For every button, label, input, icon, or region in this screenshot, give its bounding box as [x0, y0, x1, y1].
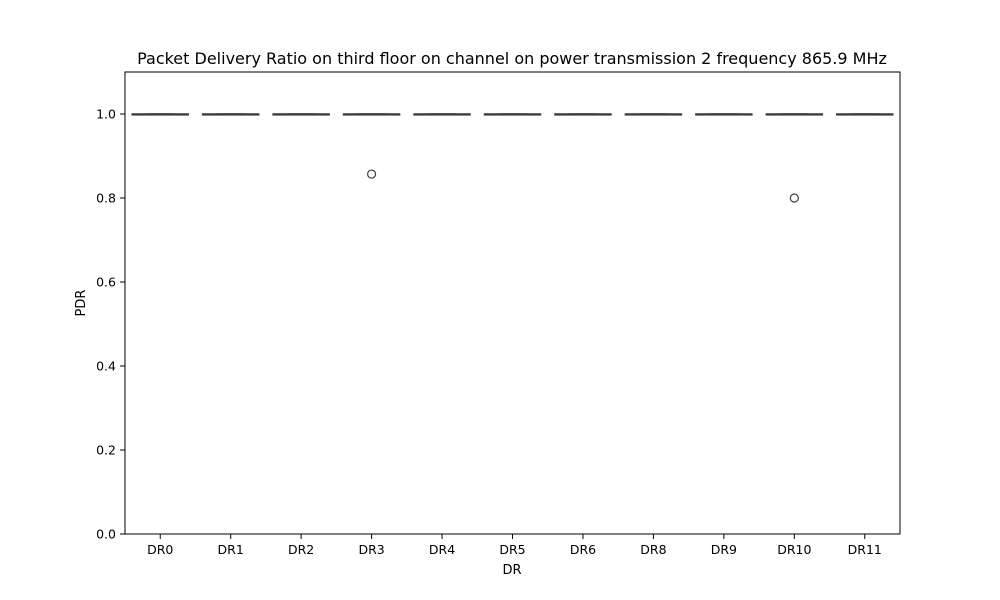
chart-title: Packet Delivery Ratio on third floor on … [137, 49, 887, 68]
x-tick-label: DR8 [640, 542, 666, 557]
x-tick-label: DR4 [429, 542, 455, 557]
y-axis-label: PDR [74, 290, 89, 317]
x-tick-label: DR6 [570, 542, 596, 557]
x-axis-label: DR [502, 563, 521, 578]
axes-frame [124, 71, 901, 535]
x-tick-label: DR1 [218, 542, 244, 557]
x-tick-label: DR5 [499, 542, 525, 557]
x-tick-label: DR10 [777, 542, 811, 557]
x-tick-label: DR3 [358, 542, 384, 557]
y-tick-label: 0.8 [96, 191, 116, 206]
x-tick-label: DR11 [848, 542, 882, 557]
outlier-point-DR3 [366, 169, 377, 179]
y-tick-label: 0.2 [96, 443, 116, 458]
x-tick-label: DR9 [711, 542, 737, 557]
plot-area: 0.0 0.2 0.4 0.6 0.8 1.0 DR0 DR1 DR2 DR3 DR4 DR5 DR6 D… [96, 71, 901, 557]
y-tick-label: 1.0 [96, 107, 116, 122]
y-tick-label: 0.4 [96, 359, 116, 374]
y-tick-label: 0.0 [96, 527, 116, 542]
x-tick-label: DR2 [288, 542, 314, 557]
outlier-point-DR10 [789, 193, 799, 203]
y-tick-label: 0.6 [96, 275, 116, 290]
x-tick-label: DR0 [147, 542, 173, 557]
